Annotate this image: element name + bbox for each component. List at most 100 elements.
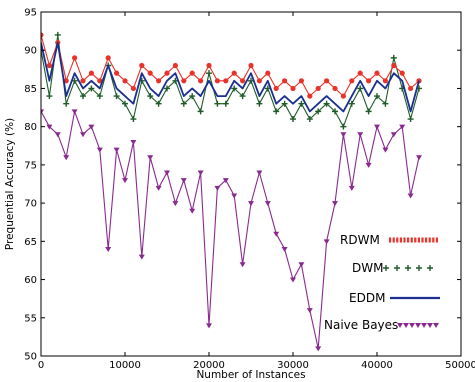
data-point-naive-bayes bbox=[357, 132, 364, 138]
data-point-rdwm bbox=[46, 62, 53, 69]
legend-swatch-rdwm bbox=[403, 237, 406, 243]
data-point-naive-bayes bbox=[96, 147, 103, 153]
data-point-naive-bayes bbox=[54, 132, 61, 138]
legend-swatch-naive-bayes bbox=[403, 323, 409, 328]
data-point-naive-bayes bbox=[231, 193, 238, 199]
data-point-rdwm bbox=[172, 62, 178, 69]
legend-label-dwm: DWM bbox=[352, 261, 383, 275]
data-point-dwm bbox=[323, 100, 330, 107]
data-point-rdwm bbox=[139, 62, 145, 69]
data-point-rdwm bbox=[164, 70, 170, 76]
data-point-naive-bayes bbox=[382, 147, 389, 153]
ticks-layer: 0 10000 20000 30000 40000 50000 50 55 60 65 70 75 80… bbox=[24, 8, 475, 372]
data-point-naive-bayes bbox=[80, 132, 86, 138]
data-point-dwm bbox=[54, 31, 61, 38]
data-point-naive-bayes bbox=[298, 262, 305, 268]
y-tick-label: 60 bbox=[24, 275, 37, 286]
data-point-rdwm bbox=[256, 78, 262, 84]
data-point-naive-bayes bbox=[407, 193, 414, 199]
data-point-naive-bayes bbox=[222, 178, 229, 184]
data-point-naive-bayes bbox=[390, 132, 397, 138]
legend-swatch-dwm bbox=[383, 265, 389, 271]
data-point-naive-bayes bbox=[306, 308, 313, 314]
data-point-rdwm bbox=[324, 78, 330, 84]
y-tick-label: 80 bbox=[24, 122, 37, 133]
legend-swatch-naive-bayes bbox=[421, 323, 427, 328]
series-line-naive-bayes bbox=[41, 110, 420, 349]
legend-swatch-rdwm bbox=[414, 237, 417, 243]
data-point-rdwm bbox=[198, 78, 204, 84]
data-point-naive-bayes bbox=[189, 208, 196, 214]
data-point-dwm bbox=[407, 116, 414, 123]
data-point-rdwm bbox=[88, 70, 94, 76]
legend-swatch-rdwm bbox=[417, 237, 420, 243]
data-point-naive-bayes bbox=[63, 155, 70, 161]
data-point-dwm bbox=[113, 93, 120, 100]
y-tick-label: 70 bbox=[24, 199, 37, 210]
data-point-rdwm bbox=[273, 85, 279, 92]
data-point-rdwm bbox=[382, 78, 388, 84]
legend-swatch-dwm bbox=[394, 265, 400, 271]
data-point-dwm bbox=[281, 100, 288, 107]
data-point-dwm bbox=[122, 100, 128, 107]
data-point-rdwm bbox=[97, 78, 103, 84]
x-tick-label: 20000 bbox=[193, 360, 225, 371]
y-axis-label: Prequential Accuracy (%) bbox=[4, 118, 16, 250]
data-point-dwm bbox=[197, 108, 204, 115]
data-point-naive-bayes bbox=[88, 124, 95, 130]
data-point-rdwm bbox=[181, 78, 187, 84]
data-point-naive-bayes bbox=[197, 170, 204, 176]
legend-swatch-rdwm bbox=[428, 237, 431, 243]
data-point-naive-bayes bbox=[214, 185, 221, 191]
data-point-rdwm bbox=[206, 62, 212, 69]
legend-swatch-rdwm bbox=[407, 237, 410, 243]
data-point-rdwm bbox=[156, 78, 162, 84]
data-point-rdwm bbox=[105, 55, 111, 61]
data-point-dwm bbox=[315, 108, 322, 115]
data-point-dwm bbox=[231, 85, 238, 92]
data-point-dwm bbox=[298, 100, 305, 107]
data-point-dwm bbox=[348, 100, 355, 107]
legend-swatch-naive-bayes bbox=[397, 323, 403, 328]
y-tick-label: 75 bbox=[24, 160, 37, 171]
data-point-rdwm bbox=[349, 78, 355, 84]
data-point-dwm bbox=[130, 116, 137, 123]
data-point-dwm bbox=[222, 100, 229, 107]
data-point-dwm bbox=[332, 108, 338, 115]
legend-swatch-rdwm bbox=[432, 237, 435, 243]
data-point-naive-bayes bbox=[315, 346, 322, 352]
series-line-dwm bbox=[41, 34, 420, 128]
data-point-naive-bayes bbox=[273, 231, 280, 237]
data-point-naive-bayes bbox=[416, 155, 422, 161]
y-tick-label: 65 bbox=[24, 237, 37, 248]
plot-frame bbox=[40, 11, 462, 357]
legend-swatch-naive-bayes bbox=[409, 323, 415, 328]
data-point-rdwm bbox=[340, 93, 346, 99]
legend-swatch-rdwm bbox=[410, 237, 413, 243]
x-tick-label: 10000 bbox=[109, 360, 141, 371]
data-point-dwm bbox=[147, 93, 154, 100]
data-point-rdwm bbox=[147, 70, 153, 76]
data-point-naive-bayes bbox=[113, 147, 120, 153]
data-point-rdwm bbox=[374, 70, 380, 76]
series-eddm bbox=[41, 41, 420, 113]
data-point-naive-bayes bbox=[164, 170, 170, 176]
legend-swatch-dwm bbox=[416, 265, 422, 271]
y-tick-label: 95 bbox=[24, 8, 37, 19]
data-point-naive-bayes bbox=[206, 323, 212, 329]
data-point-rdwm bbox=[307, 93, 313, 99]
data-point-dwm bbox=[374, 93, 380, 100]
data-point-dwm bbox=[96, 93, 103, 100]
data-point-rdwm bbox=[366, 78, 372, 84]
data-point-naive-bayes bbox=[41, 109, 44, 115]
legend-swatch-naive-bayes bbox=[433, 323, 439, 328]
x-tick-label: 50000 bbox=[445, 360, 475, 371]
data-point-rdwm bbox=[282, 78, 288, 84]
x-tick-label: 30000 bbox=[277, 360, 309, 371]
legend-swatch-rdwm bbox=[389, 237, 392, 243]
legend-swatch-rdwm bbox=[421, 237, 424, 243]
legend-label-naive-bayes: Naive Bayes bbox=[324, 318, 398, 332]
data-point-naive-bayes bbox=[248, 201, 254, 207]
legend-swatch-rdwm bbox=[399, 237, 402, 243]
